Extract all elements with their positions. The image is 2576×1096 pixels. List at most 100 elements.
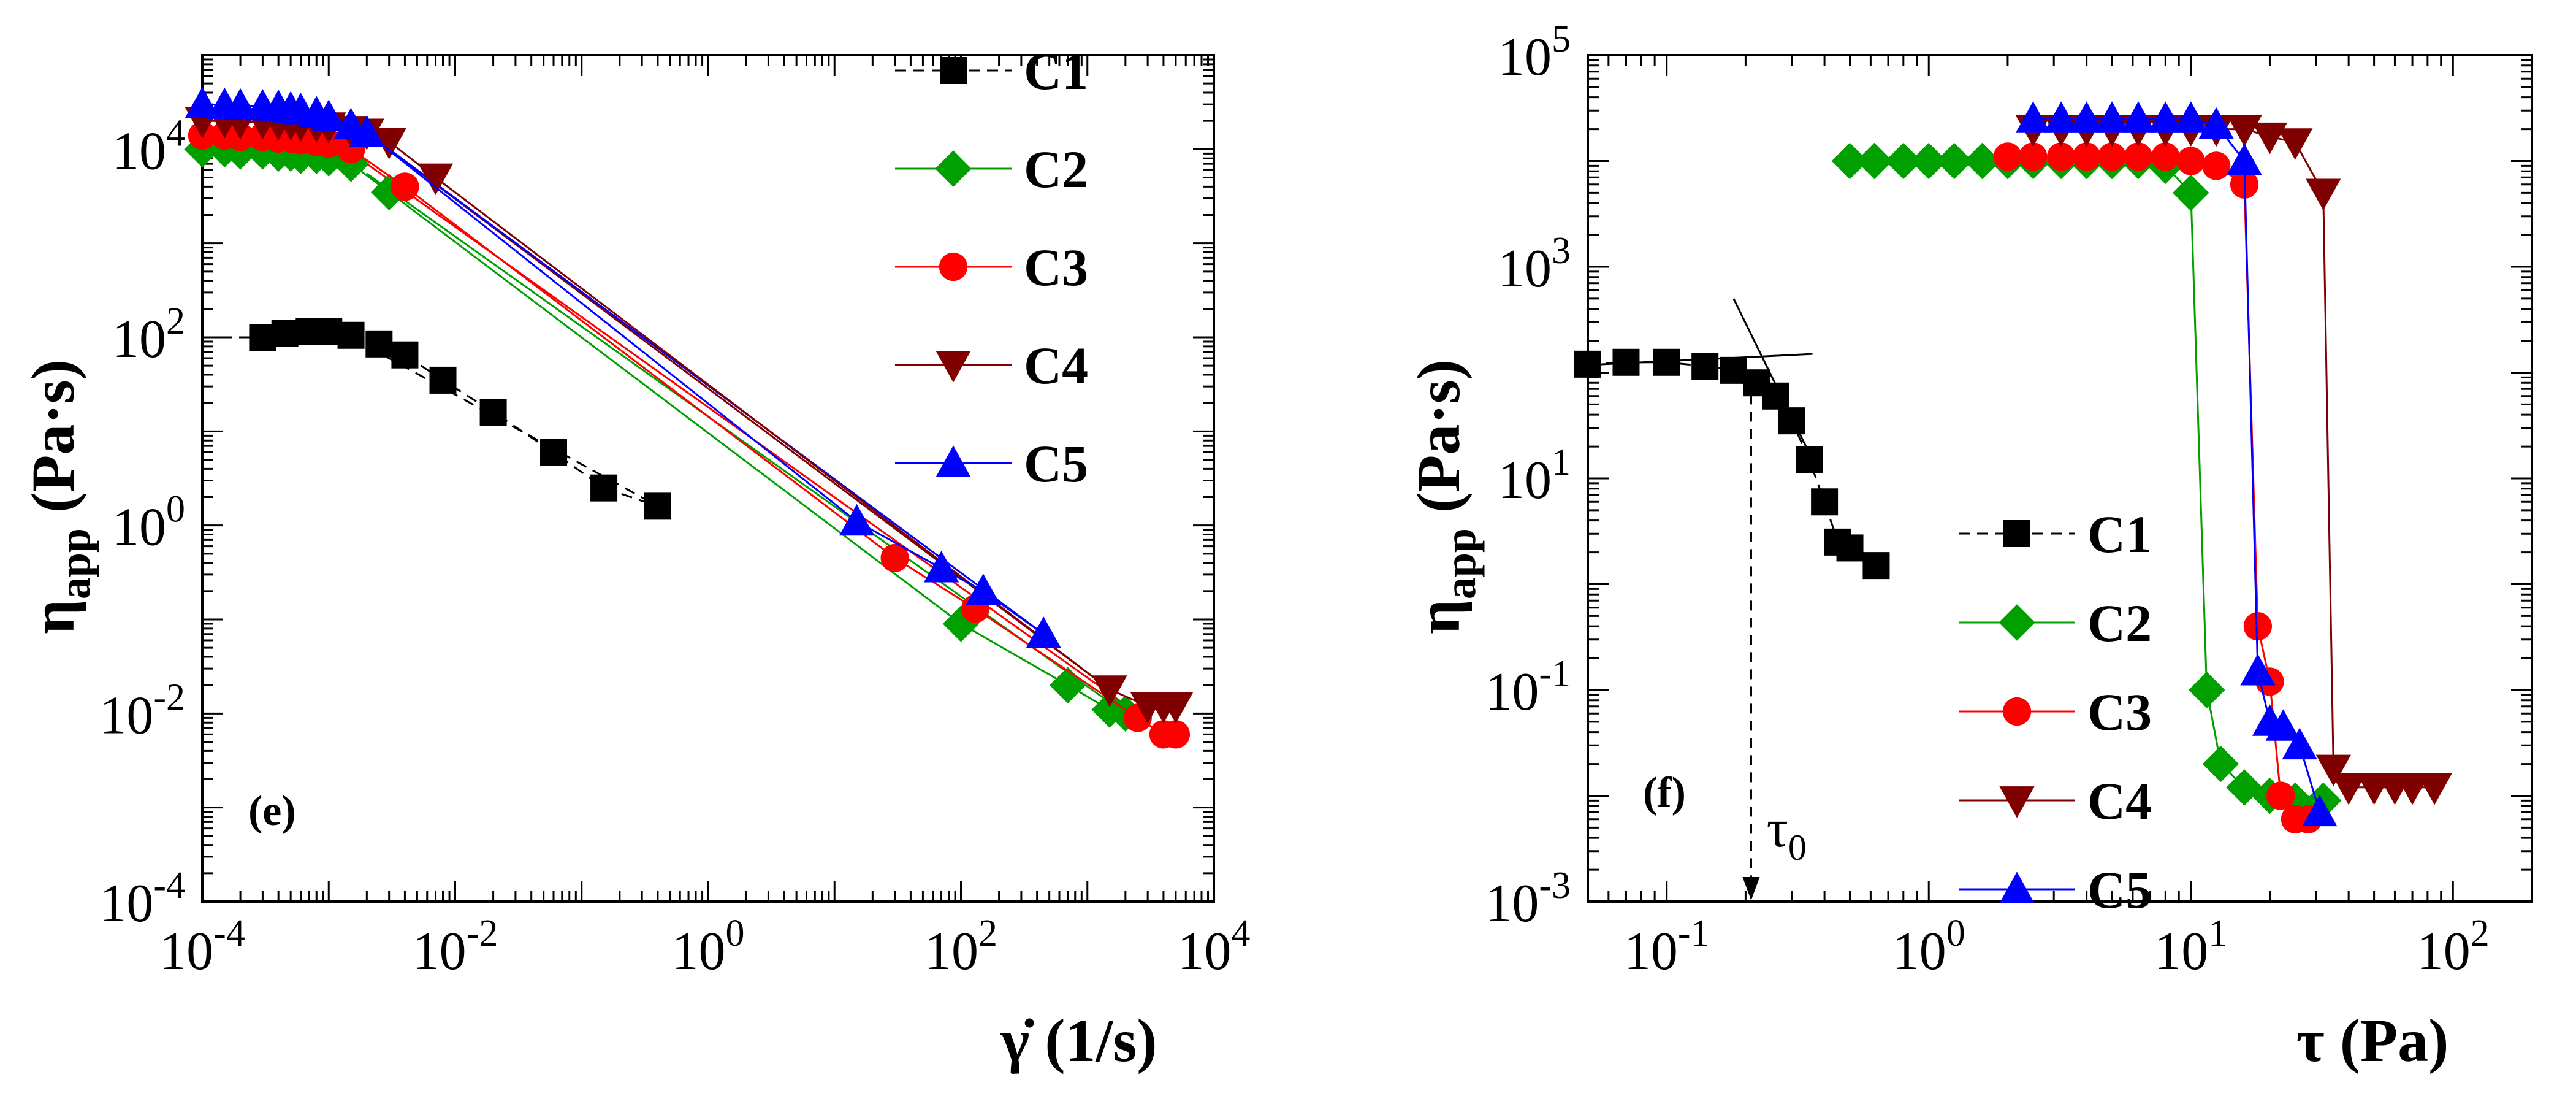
y-tick-label: 103 [1498, 230, 1571, 299]
data-point-c1 [271, 320, 299, 347]
legend-label-c1: C1 [1024, 42, 1088, 101]
series-c1 [1574, 348, 1890, 580]
data-point-c2 [2305, 782, 2342, 819]
data-point-c2 [2226, 769, 2263, 806]
chart-panel-e: 10-4 10-2 100 102 104 10-4 10-2 100 102 104 (e) ηap… [19, 42, 1251, 1075]
data-point-c2 [1050, 667, 1086, 703]
data-point-c5 [2069, 101, 2105, 133]
data-point-c5 [311, 99, 346, 131]
legend-item-c2: C2 [895, 140, 1088, 199]
data-point-c5 [2094, 101, 2130, 133]
y-tick-label: 104 [112, 112, 185, 181]
data-point-c5 [923, 550, 959, 583]
x-tick-label: 100 [1892, 913, 1965, 981]
data-point-c1 [365, 330, 393, 358]
legend-item-c1: C1 [1959, 505, 2152, 564]
legend-label-c2: C2 [1024, 140, 1088, 199]
y-tick-label: 100 [112, 489, 185, 558]
legend-marker-c3 [939, 252, 968, 282]
data-point-c1 [644, 492, 671, 520]
data-point-c1 [1862, 552, 1890, 580]
panel-label: (e) [248, 788, 296, 835]
data-point-c3 [880, 543, 909, 572]
legend-item-c4: C4 [895, 336, 1088, 395]
data-point-c5 [2015, 101, 2051, 133]
legend-label-c5: C5 [2087, 860, 2152, 919]
data-point-c5 [223, 88, 258, 120]
data-point-c4 [1092, 675, 1127, 707]
data-point-c3 [2243, 612, 2273, 641]
data-point-c5 [2043, 101, 2079, 133]
legend: C1 C2 C3 C4 C5 [895, 42, 1088, 493]
data-point-c1 [1796, 446, 1823, 473]
data-point-c3 [2266, 781, 2295, 810]
data-point-c1 [1720, 356, 1747, 384]
data-point-c5 [185, 86, 220, 119]
legend-marker-c4 [1999, 786, 2035, 818]
data-point-c4 [2315, 754, 2351, 787]
data-point-c4 [372, 128, 407, 159]
data-point-c5 [2198, 107, 2234, 139]
data-point-c3 [2019, 142, 2048, 171]
x-tick-label: 100 [672, 913, 745, 981]
data-point-c3 [2072, 142, 2101, 171]
legend-label-c5: C5 [1024, 434, 1088, 493]
data-point-c5 [2173, 101, 2209, 133]
legend-item-c3: C3 [895, 238, 1088, 297]
legend: C1 C2 C3 C4 C5 [1959, 505, 2152, 919]
y-tick-label: 10-4 [99, 865, 185, 933]
data-point-c3 [1161, 720, 1191, 749]
legend-label-c4: C4 [2087, 772, 2152, 830]
data-point-c1 [1836, 534, 1864, 562]
x-tick-label: 102 [2417, 913, 2490, 981]
data-point-c4 [417, 163, 454, 196]
legend-marker-c3 [2002, 697, 2032, 726]
legend-item-c2: C2 [1959, 594, 2152, 653]
data-point-c5 [839, 504, 875, 536]
data-point-c3 [2202, 151, 2231, 180]
x-tick-label: 10-2 [413, 913, 498, 981]
data-point-c4 [2395, 773, 2430, 805]
data-point-c1 [1811, 488, 1839, 516]
data-point-c2 [1935, 142, 1973, 180]
data-point-c2 [1964, 142, 2001, 180]
series-c3 [1993, 142, 2323, 833]
plateau-tangent-line [1587, 353, 1813, 366]
data-point-c1 [391, 341, 419, 369]
data-point-c4 [2417, 773, 2452, 805]
data-point-c2 [1856, 142, 1893, 180]
data-point-c3 [2176, 147, 2205, 175]
legend-label-c2: C2 [2087, 594, 2152, 653]
tau0-arrow-head [1742, 877, 1760, 900]
y-tick-label: 10-3 [1485, 865, 1571, 933]
data-point-c2 [2173, 174, 2209, 212]
legend-marker-c2 [935, 150, 972, 187]
y-tick-label: 10-1 [1485, 653, 1571, 722]
series-c5 [2015, 101, 2338, 827]
data-point-c4 [2227, 115, 2262, 147]
data-point-c1 [1762, 382, 1789, 410]
legend-marker-c2 [1999, 604, 2035, 641]
y-tick-label: 101 [1498, 442, 1571, 510]
data-point-c5 [2240, 654, 2276, 686]
y-tick-label: 102 [112, 301, 185, 369]
legend-label-c3: C3 [1024, 238, 1088, 297]
legend-item-c5: C5 [1959, 860, 2152, 919]
data-point-c5 [2147, 101, 2183, 133]
data-point-c5 [2227, 143, 2262, 175]
data-point-c5 [2302, 794, 2338, 827]
series-c5 [185, 86, 1061, 648]
data-point-c4 [2331, 773, 2366, 805]
series-c2 [184, 131, 1144, 732]
x-tick-label: 101 [2154, 913, 2227, 981]
data-point-c4 [1158, 692, 1194, 724]
data-point-c5 [2265, 709, 2301, 741]
y-axis-label: ηapp (Pa·s) [1404, 359, 1485, 634]
data-point-c2 [2189, 672, 2225, 708]
series-line-c5 [2033, 118, 2321, 813]
data-point-c1 [1691, 353, 1719, 380]
x-axis-label: γ̇ (1/s) [1000, 1006, 1157, 1075]
data-point-c1 [539, 439, 567, 466]
data-point-c1 [590, 474, 618, 502]
data-point-c2 [1885, 142, 1922, 180]
